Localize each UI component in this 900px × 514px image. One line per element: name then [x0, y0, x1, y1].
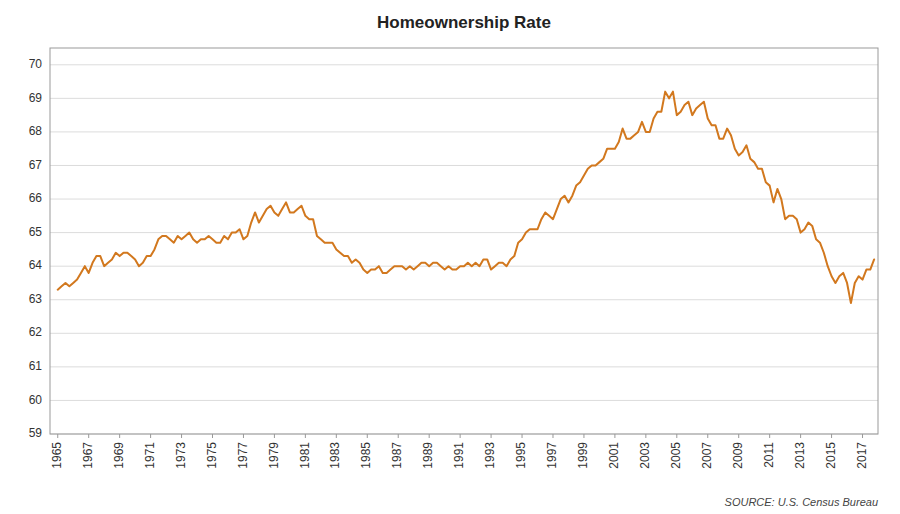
- y-tick-label: 70: [29, 57, 43, 71]
- x-tick-label: 1975: [205, 442, 219, 469]
- x-tick-label: 2005: [669, 442, 683, 469]
- y-tick-label: 62: [29, 325, 43, 339]
- x-tick-label: 2007: [700, 442, 714, 469]
- grid-line: [50, 333, 878, 334]
- grid-line: [50, 131, 878, 132]
- x-tick: [645, 434, 646, 438]
- x-tick: [614, 434, 615, 438]
- x-tick: [212, 434, 213, 438]
- x-tick: [583, 434, 584, 438]
- x-tick-label: 1987: [390, 442, 404, 469]
- x-tick: [57, 434, 58, 438]
- x-tick-label: 1993: [483, 442, 497, 469]
- y-tick-label: 61: [29, 359, 43, 373]
- grid-line: [50, 165, 878, 166]
- x-tick: [119, 434, 120, 438]
- y-tick-label: 64: [29, 258, 43, 272]
- grid-line: [50, 199, 878, 200]
- x-tick: [522, 434, 523, 438]
- x-tick: [336, 434, 337, 438]
- x-tick-label: 1997: [545, 442, 559, 469]
- x-tick-label: 1965: [50, 442, 64, 469]
- x-tick: [491, 434, 492, 438]
- chart-container: 59 60 61 62 63 64 65 66 67 68 69 70 1965 1967 1969 1971…: [0, 0, 900, 514]
- x-tick: [460, 434, 461, 438]
- y-tick-label: 67: [29, 158, 43, 172]
- x-tick-label: 1979: [267, 442, 281, 469]
- x-tick-label: 1999: [576, 442, 590, 469]
- x-tick-label: 2003: [638, 442, 652, 469]
- x-tick-label: 1969: [112, 442, 126, 469]
- x-tick-label: 1991: [452, 442, 466, 469]
- y-tick-label: 69: [29, 91, 43, 105]
- x-tick: [738, 434, 739, 438]
- y-tick-label: 68: [29, 124, 43, 138]
- x-tick: [243, 434, 244, 438]
- x-tick-label: 1971: [143, 442, 157, 469]
- x-tick-label: 2013: [793, 442, 807, 469]
- x-tick-label: 2015: [824, 442, 838, 469]
- data-group: [58, 92, 874, 303]
- y-tick-label: 63: [29, 292, 43, 306]
- x-tick: [367, 434, 368, 438]
- y-tick-label: 60: [29, 393, 43, 407]
- x-tick: [862, 434, 863, 438]
- y-tick-label: 59: [29, 426, 43, 440]
- y-tick-label: 65: [29, 225, 43, 239]
- x-tick: [305, 434, 306, 438]
- x-tick-label: 1995: [514, 442, 528, 469]
- x-axis: 1965 1967 1969 1971 1973 1975 1977 1979 1981 1983…: [50, 434, 869, 469]
- x-tick-label: 1985: [359, 442, 373, 469]
- plot-frame: [50, 48, 878, 434]
- x-tick-label: 1967: [81, 442, 95, 469]
- x-tick: [150, 434, 151, 438]
- x-tick-label: 2001: [607, 442, 621, 469]
- y-grid: [50, 65, 878, 434]
- x-tick: [88, 434, 89, 438]
- x-tick-label: 2009: [731, 442, 745, 469]
- x-tick: [707, 434, 708, 438]
- x-tick-label: 1981: [298, 442, 312, 469]
- source-note: SOURCE: U.S. Census Bureau: [725, 496, 878, 508]
- data-line: [58, 92, 874, 303]
- x-tick-label: 2017: [855, 442, 869, 469]
- chart-svg: 59 60 61 62 63 64 65 66 67 68 69 70 1965 1967 1969 1971…: [0, 0, 900, 514]
- y-tick-label: 66: [29, 191, 43, 205]
- x-tick: [274, 434, 275, 438]
- grid-line: [50, 400, 878, 401]
- x-tick: [552, 434, 553, 438]
- x-tick-label: 1977: [236, 442, 250, 469]
- grid-line: [50, 232, 878, 233]
- x-tick: [181, 434, 182, 438]
- chart-title: Homeownership Rate: [377, 13, 551, 32]
- y-axis: 59 60 61 62 63 64 65 66 67 68 69 70: [29, 57, 43, 440]
- x-tick: [831, 434, 832, 438]
- x-tick: [769, 434, 770, 438]
- x-tick: [398, 434, 399, 438]
- grid-line: [50, 366, 878, 367]
- x-tick-label: 1983: [328, 442, 342, 469]
- x-tick-label: 2011: [762, 442, 776, 468]
- grid-line: [50, 299, 878, 300]
- x-tick: [676, 434, 677, 438]
- x-tick-label: 1989: [421, 442, 435, 469]
- x-tick-label: 1973: [174, 442, 188, 469]
- x-tick: [429, 434, 430, 438]
- grid-line: [50, 98, 878, 99]
- grid-line: [50, 64, 878, 65]
- x-tick: [800, 434, 801, 438]
